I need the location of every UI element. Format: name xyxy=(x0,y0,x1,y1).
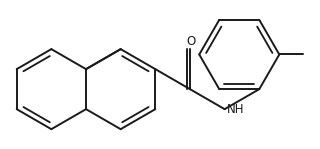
Text: O: O xyxy=(186,35,196,48)
Text: NH: NH xyxy=(227,103,244,116)
